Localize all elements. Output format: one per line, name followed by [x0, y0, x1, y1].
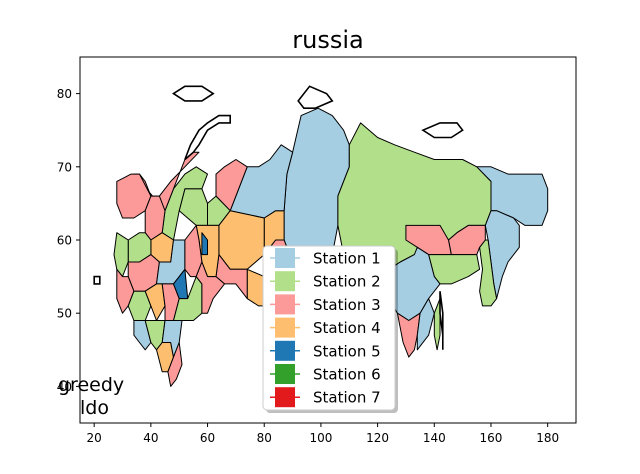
legend-swatch-2 — [275, 271, 295, 292]
x-tick-label-8: 180 — [536, 431, 559, 445]
island-outline-5 — [93, 275, 101, 285]
annotation-line-1: greedy — [58, 374, 124, 396]
region-4 — [479, 239, 498, 307]
x-axis: 20 40 60 80 100 120 140 160 180 — [87, 423, 559, 445]
x-tick-label-7: 160 — [480, 431, 503, 445]
dark-region-0 — [201, 232, 208, 256]
y-axis: 40 50 60 70 80 — [57, 87, 80, 394]
y-tick-label-2: 60 — [57, 234, 72, 248]
island-outline-4 — [439, 291, 444, 350]
y-tick-label-4: 80 — [57, 87, 72, 101]
x-tick-label-0: 20 — [87, 431, 102, 445]
island-outline-1 — [172, 85, 215, 102]
legend-label-6: Station 6 — [313, 366, 381, 384]
legend-swatch-6 — [275, 364, 295, 384]
legend-label-1: Station 1 — [313, 250, 381, 268]
islands-layer — [93, 85, 464, 350]
x-tick-label-2: 60 — [200, 431, 215, 445]
region-21 — [218, 210, 265, 270]
legend-label-3: Station 3 — [313, 296, 381, 314]
legend-swatch-5 — [275, 340, 295, 361]
region-10 — [416, 298, 435, 351]
legend-swatch-3 — [275, 294, 295, 315]
legend-label-7: Station 7 — [313, 389, 381, 407]
region-34 — [184, 224, 203, 278]
x-tick-label-3: 80 — [257, 431, 272, 445]
island-outline-3 — [421, 122, 464, 139]
x-tick-label-6: 140 — [423, 431, 446, 445]
annotation-line-2: ldo — [80, 397, 109, 419]
x-tick-label-1: 40 — [143, 431, 158, 445]
region-41 — [195, 261, 225, 314]
y-tick-label-1: 50 — [57, 307, 72, 321]
y-tick-label-3: 70 — [57, 160, 72, 174]
legend: Station 1 Station 2 Station 3 Station 4 Stat… — [262, 245, 398, 413]
region-9 — [396, 312, 421, 358]
y-tick-label-0: 40 — [57, 380, 72, 394]
island-outline-2 — [297, 85, 334, 109]
legend-label-2: Station 2 — [313, 273, 381, 291]
legend-swatch-7 — [275, 387, 295, 408]
x-tick-label-4: 100 — [309, 431, 332, 445]
legend-swatch-4 — [275, 317, 295, 338]
legend-label-4: Station 4 — [313, 319, 381, 337]
region-11 — [433, 298, 441, 351]
x-tick-label-5: 120 — [366, 431, 389, 445]
region-46 — [167, 342, 183, 387]
island-outline-0 — [184, 114, 231, 161]
legend-label-5: Station 5 — [313, 342, 381, 360]
legend-box — [262, 245, 396, 411]
legend-swatch-1 — [275, 248, 295, 268]
chart-title: russia — [292, 26, 363, 54]
region-19 — [215, 159, 248, 212]
